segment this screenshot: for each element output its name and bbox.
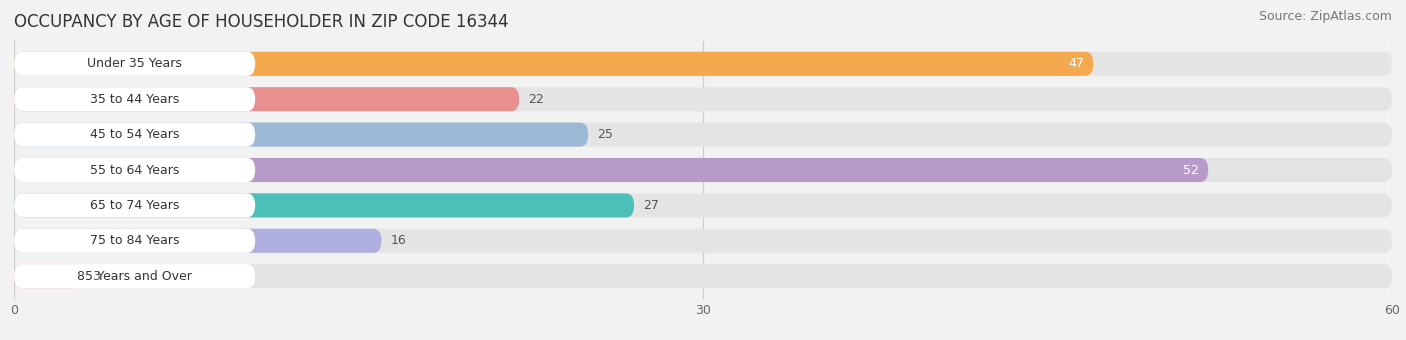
- FancyBboxPatch shape: [14, 264, 1392, 288]
- Text: 25: 25: [598, 128, 613, 141]
- FancyBboxPatch shape: [14, 122, 588, 147]
- Text: 27: 27: [644, 199, 659, 212]
- FancyBboxPatch shape: [14, 158, 1208, 182]
- Text: OCCUPANCY BY AGE OF HOUSEHOLDER IN ZIP CODE 16344: OCCUPANCY BY AGE OF HOUSEHOLDER IN ZIP C…: [14, 13, 509, 31]
- FancyBboxPatch shape: [14, 193, 634, 218]
- FancyBboxPatch shape: [14, 229, 256, 253]
- Text: 47: 47: [1069, 57, 1084, 70]
- FancyBboxPatch shape: [14, 52, 256, 76]
- Text: 52: 52: [1184, 164, 1199, 176]
- FancyBboxPatch shape: [14, 87, 1392, 111]
- FancyBboxPatch shape: [14, 158, 1392, 182]
- Text: 16: 16: [391, 234, 406, 247]
- FancyBboxPatch shape: [14, 229, 381, 253]
- FancyBboxPatch shape: [14, 87, 519, 111]
- FancyBboxPatch shape: [14, 158, 256, 182]
- FancyBboxPatch shape: [14, 229, 1392, 253]
- Text: 45 to 54 Years: 45 to 54 Years: [90, 128, 180, 141]
- FancyBboxPatch shape: [14, 122, 1392, 147]
- FancyBboxPatch shape: [14, 52, 1392, 76]
- Text: 55 to 64 Years: 55 to 64 Years: [90, 164, 180, 176]
- Text: Source: ZipAtlas.com: Source: ZipAtlas.com: [1258, 10, 1392, 23]
- Text: 85 Years and Over: 85 Years and Over: [77, 270, 193, 283]
- Text: 35 to 44 Years: 35 to 44 Years: [90, 93, 179, 106]
- Text: 75 to 84 Years: 75 to 84 Years: [90, 234, 180, 247]
- FancyBboxPatch shape: [14, 87, 256, 111]
- Text: Under 35 Years: Under 35 Years: [87, 57, 181, 70]
- Text: 3: 3: [93, 270, 100, 283]
- FancyBboxPatch shape: [14, 193, 1392, 218]
- FancyBboxPatch shape: [14, 264, 256, 288]
- FancyBboxPatch shape: [14, 264, 83, 288]
- Text: 65 to 74 Years: 65 to 74 Years: [90, 199, 180, 212]
- FancyBboxPatch shape: [14, 122, 256, 147]
- FancyBboxPatch shape: [14, 52, 1094, 76]
- FancyBboxPatch shape: [14, 193, 256, 218]
- Text: 22: 22: [529, 93, 544, 106]
